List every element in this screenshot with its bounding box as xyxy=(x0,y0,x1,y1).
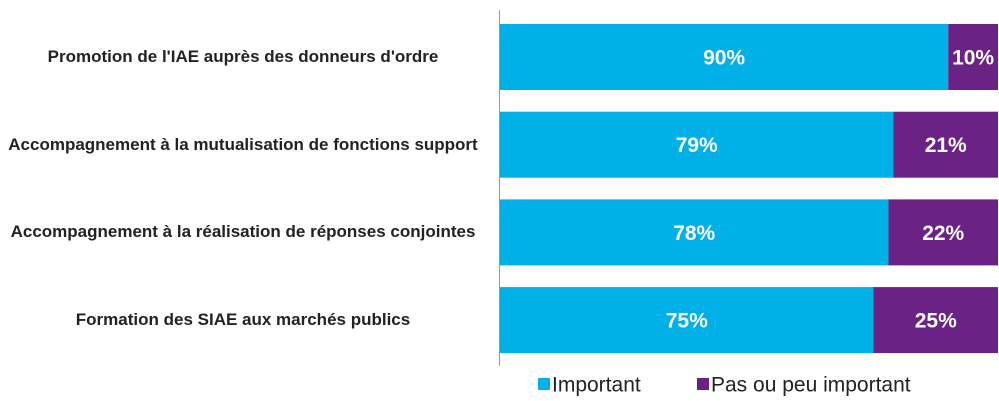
data-label: 25% xyxy=(915,310,957,333)
data-label: 75% xyxy=(666,310,708,333)
bar-segment xyxy=(873,287,998,354)
data-label: 79% xyxy=(676,134,718,157)
legend-label: Pas ou peu important xyxy=(711,374,911,397)
bar-segment xyxy=(500,24,949,90)
data-label: 78% xyxy=(673,222,715,245)
legend-swatch xyxy=(697,378,709,390)
category-label: Accompagnement à la mutualisation de fon… xyxy=(8,134,478,154)
category-label: Promotion de l'IAE auprès des donneurs d… xyxy=(47,47,439,66)
data-label: 21% xyxy=(925,134,967,157)
bar-segment xyxy=(893,111,998,178)
bar-segment xyxy=(888,199,998,266)
bar-segment xyxy=(948,24,998,90)
bar-segment xyxy=(500,287,874,354)
data-label: 22% xyxy=(922,222,964,245)
data-label: 10% xyxy=(952,47,994,70)
bar-segment xyxy=(500,111,894,178)
legend-swatch xyxy=(538,378,550,390)
category-label: Formation des SIAE aux marchés publics xyxy=(75,310,411,330)
category-label: Accompagnement à la réalisation de répon… xyxy=(10,222,476,242)
bar-segment xyxy=(500,199,889,266)
data-label: 90% xyxy=(703,47,745,70)
legend-label: Important xyxy=(552,374,641,397)
